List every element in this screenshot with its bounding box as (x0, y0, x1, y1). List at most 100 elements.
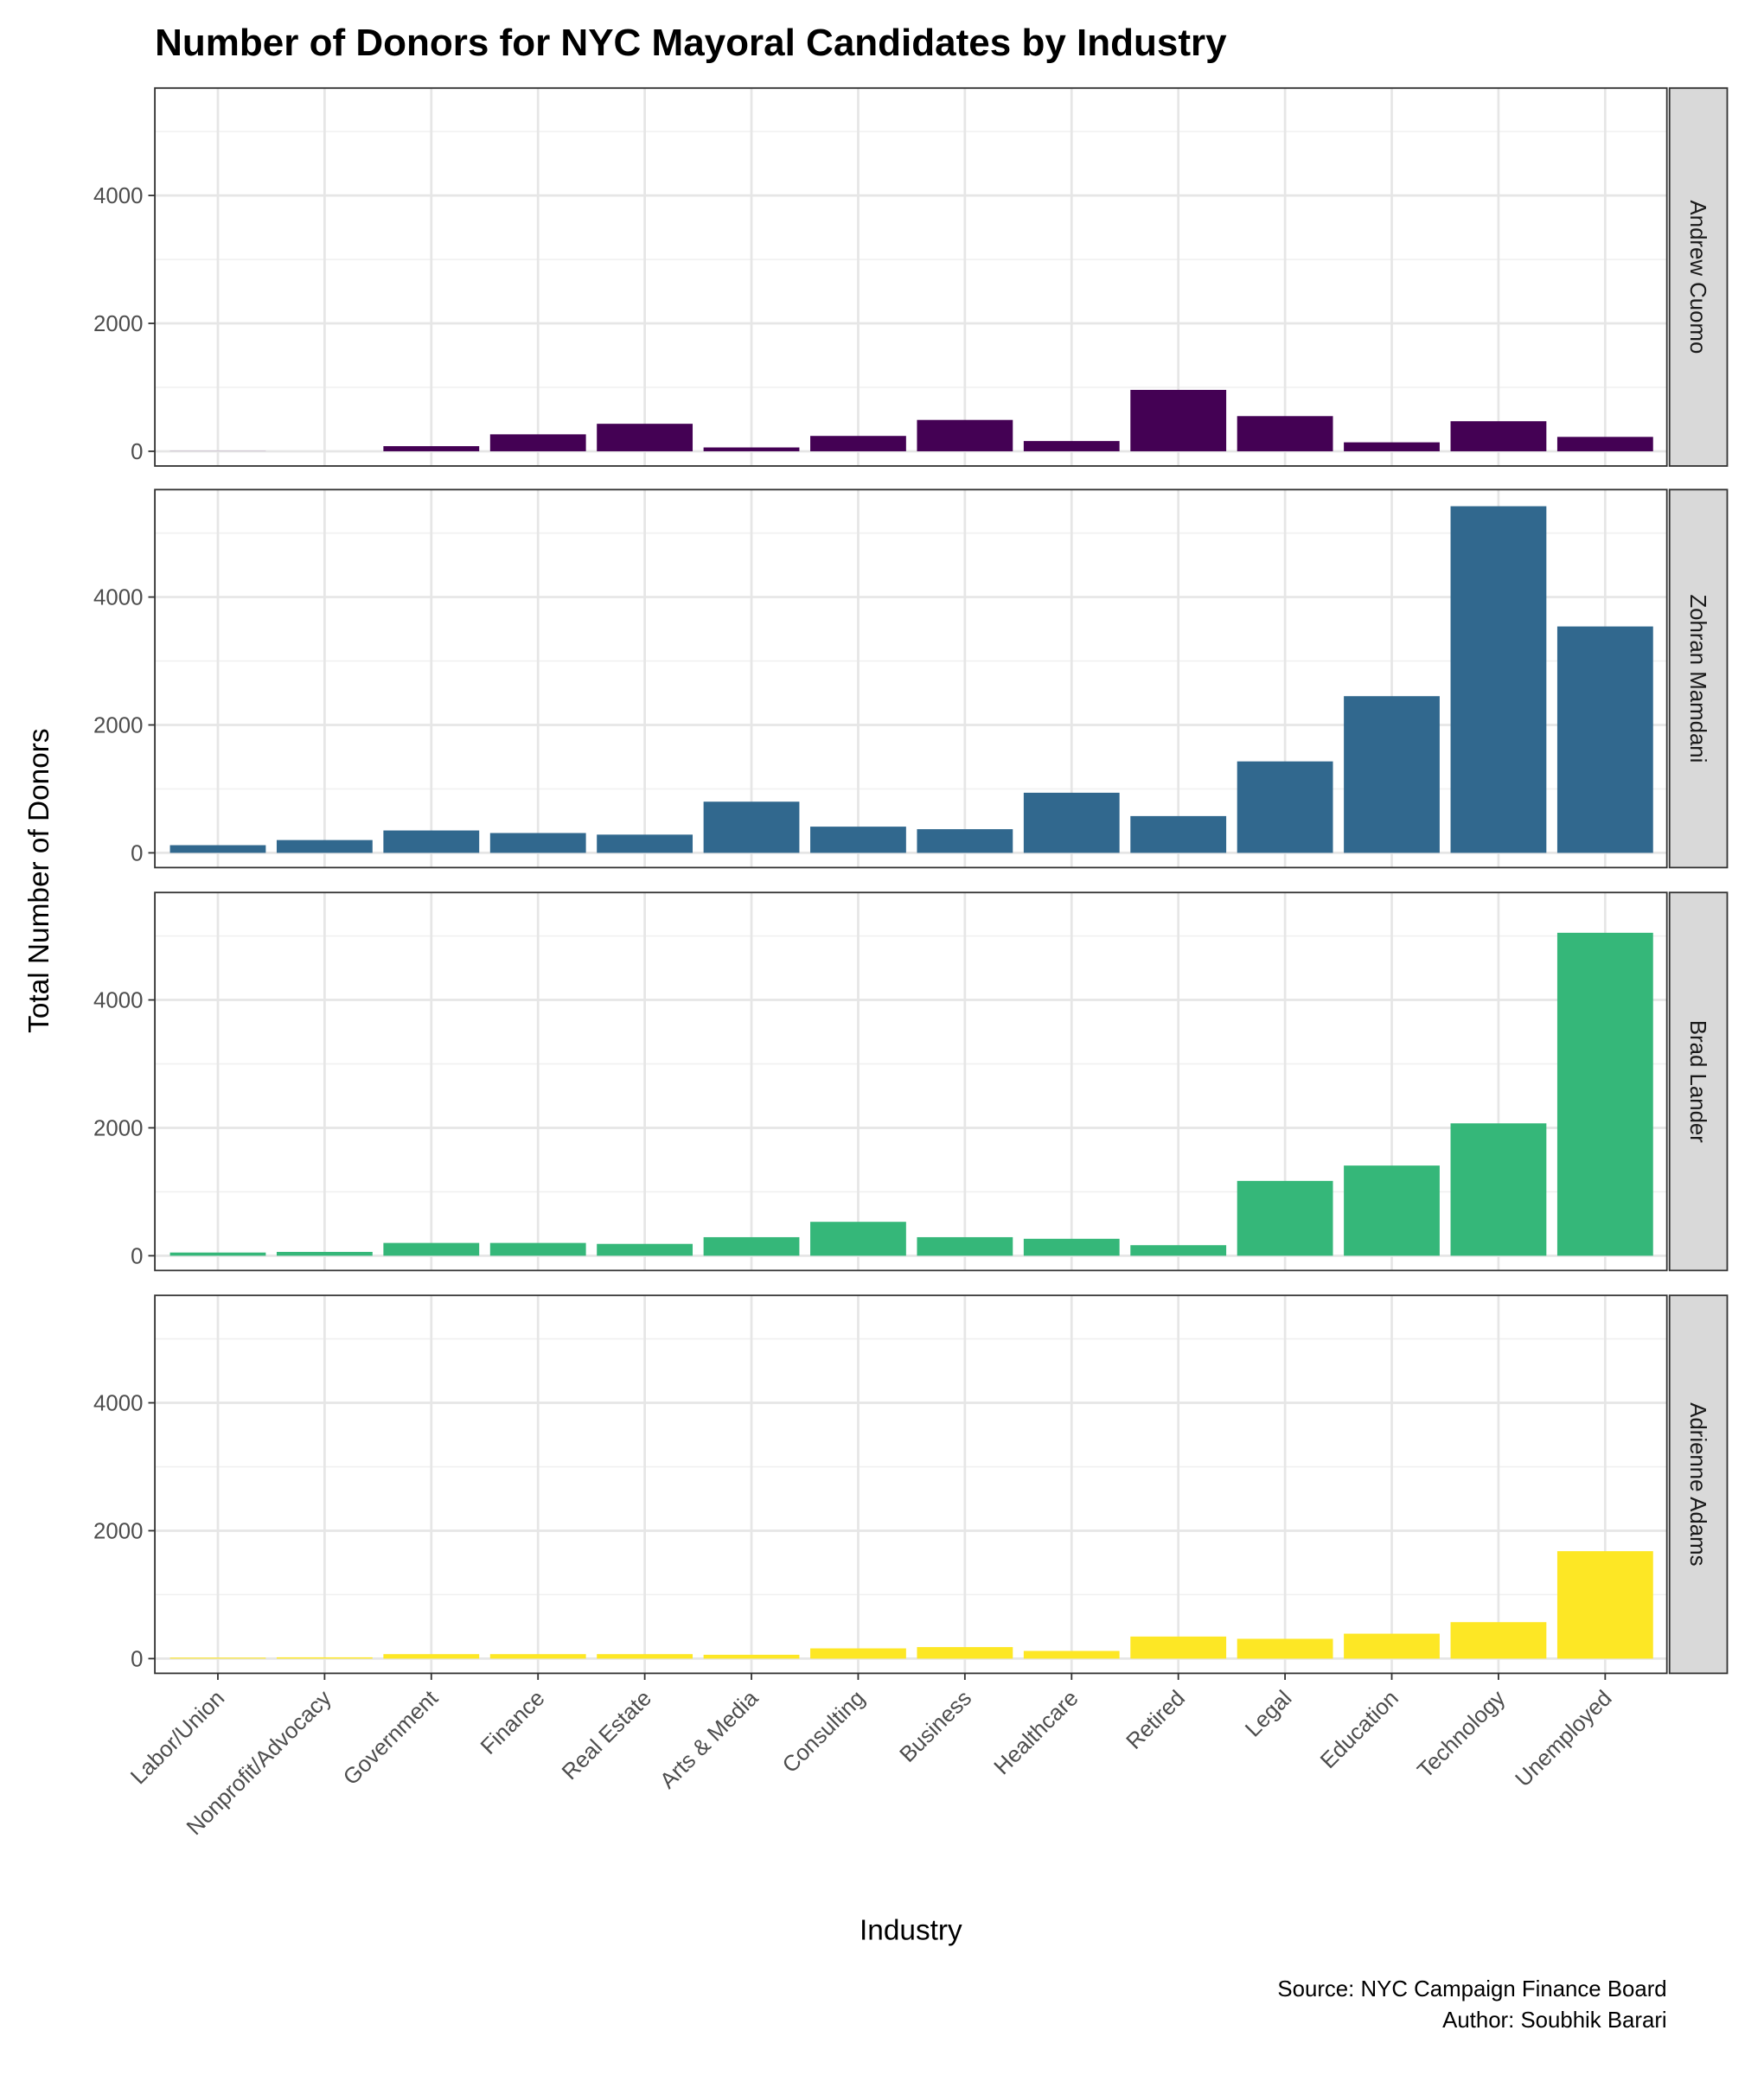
bar (383, 1654, 480, 1659)
panel-brad-lander: 0 2000 4000 Brad Lander (93, 891, 1729, 1272)
facet-strip (1668, 488, 1729, 869)
bar (1130, 1245, 1227, 1256)
bar (597, 1243, 693, 1256)
panel-border (154, 86, 1668, 467)
bar (1237, 416, 1333, 451)
bar (597, 1654, 693, 1659)
bar (1130, 389, 1227, 451)
y-tick-label: 4000 (93, 184, 143, 208)
bar (1344, 1165, 1440, 1256)
y-tick-label: 4000 (93, 989, 143, 1013)
x-tick-label: Technology (1413, 1686, 1510, 1783)
y-tick-label: 0 (131, 440, 143, 464)
bar (703, 801, 800, 853)
bar (1450, 1622, 1547, 1659)
bar (597, 834, 693, 853)
bar (917, 829, 1013, 853)
bar (1450, 421, 1547, 451)
facet-strip-label: Andrew Cuomo (1685, 201, 1710, 354)
bar (489, 1242, 586, 1256)
panel-background (155, 1295, 1667, 1674)
bar (810, 827, 906, 853)
bar (1344, 442, 1440, 451)
bar (383, 446, 480, 451)
panel-background (155, 892, 1667, 1271)
bar (1450, 1123, 1547, 1256)
y-tick-label: 0 (131, 1245, 143, 1269)
x-axis-label: Industry (860, 1915, 962, 1947)
panel-border (154, 488, 1668, 869)
chart-title: Number of Donors for NYC Mayoral Candida… (155, 22, 1227, 64)
bar (169, 1657, 266, 1659)
bar (810, 436, 906, 451)
x-tick-label: Real Estate (558, 1686, 656, 1784)
bar (383, 830, 480, 853)
bar (703, 447, 800, 451)
x-tick-label: Labor/Union (126, 1686, 229, 1789)
panel-border (154, 1294, 1668, 1675)
bar (1556, 932, 1653, 1256)
caption-source: Source: NYC Campaign Finance Board (1277, 1977, 1666, 2002)
x-tick-label: Education (1316, 1686, 1403, 1773)
panel-andrew-cuomo: 0 2000 4000 Andrew Cuomo (93, 86, 1729, 467)
bar (1023, 792, 1120, 853)
bar (383, 1242, 480, 1256)
bar (276, 840, 373, 853)
caption-author: Author: Soubhik Barari (1442, 2008, 1667, 2033)
x-tick-label: Legal (1241, 1686, 1296, 1741)
x-tick-label: Unemployed (1511, 1686, 1616, 1791)
y-tick-label: 2000 (93, 312, 143, 336)
bar (1344, 696, 1440, 853)
bar (917, 1236, 1013, 1256)
bar (1237, 1180, 1333, 1256)
facet-strip-label: Zohran Mamdani (1685, 594, 1710, 763)
bar (1450, 506, 1547, 853)
bar (1130, 815, 1227, 853)
x-tick-label: Arts & Media (655, 1686, 764, 1794)
x-tick-label: Finance (476, 1686, 550, 1759)
x-tick-label: Consulting (778, 1686, 870, 1778)
bar (597, 424, 693, 451)
facet-strip-label: Brad Lander (1685, 1020, 1710, 1143)
bar (917, 1647, 1013, 1659)
bar (489, 1654, 586, 1659)
y-tick-label: 2000 (93, 1117, 143, 1141)
bar (276, 1657, 373, 1659)
bar (489, 833, 586, 853)
x-tick-label: Business (895, 1686, 976, 1767)
bar (703, 1236, 800, 1256)
facet-strip (1668, 86, 1729, 467)
bar (1556, 437, 1653, 451)
y-tick-label: 4000 (93, 1392, 143, 1416)
y-tick-label: 2000 (93, 714, 143, 738)
bar (1023, 1238, 1120, 1256)
y-axis-label: Total Number of Donors (23, 728, 55, 1032)
facet-strip (1668, 1294, 1729, 1675)
bar (489, 434, 586, 451)
bar (276, 1251, 373, 1256)
bar (1556, 1551, 1653, 1659)
bar (1556, 626, 1653, 853)
facet-strip-label: Adrienne Adams (1685, 1402, 1710, 1566)
bar (1023, 1650, 1120, 1659)
bar (169, 1252, 266, 1256)
x-tick-label: Healthcare (990, 1686, 1083, 1779)
bar (810, 1222, 906, 1256)
bar (1023, 441, 1120, 451)
panel-adrienne-adams: 0 2000 4000 Adrienne Adams (93, 1294, 1729, 1675)
bar (917, 419, 1013, 451)
y-tick-label: 2000 (93, 1520, 143, 1544)
x-tick-label: Retired (1122, 1686, 1190, 1754)
bar (1237, 1638, 1333, 1659)
y-tick-label: 0 (131, 1647, 143, 1671)
bar (703, 1654, 800, 1659)
panel-border (154, 891, 1668, 1272)
bar (169, 845, 266, 853)
bar (810, 1648, 906, 1659)
y-tick-label: 4000 (93, 586, 143, 610)
x-tick-label: Government (339, 1686, 443, 1790)
facet-strip (1668, 891, 1729, 1272)
y-tick-label: 0 (131, 842, 143, 866)
panel-zohran-mamdani: 0 2000 4000 Zohran Mamdani (93, 488, 1729, 869)
